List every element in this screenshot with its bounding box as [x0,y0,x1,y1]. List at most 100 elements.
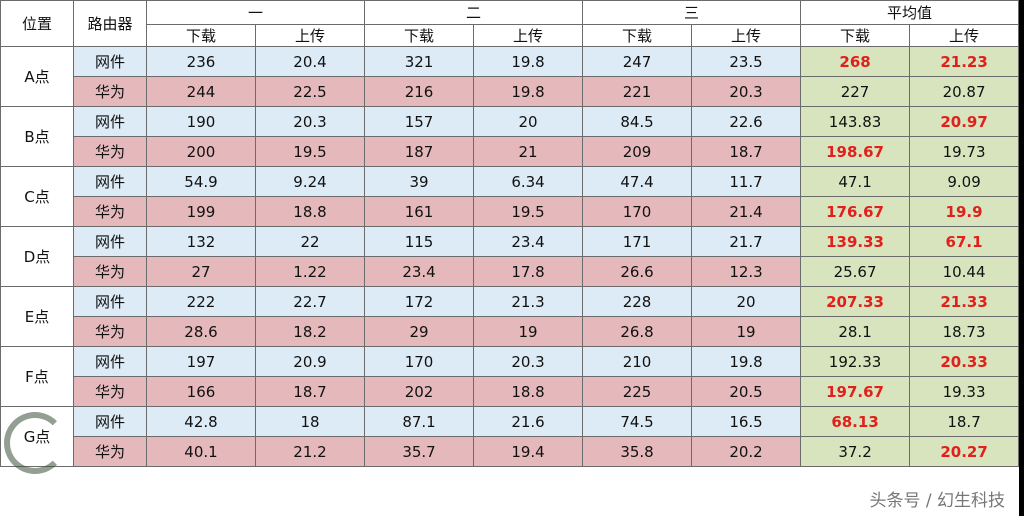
location-cell: F点 [0,346,74,407]
upload-value-cell: 19 [691,316,802,347]
upload-value-cell: 23.4 [473,226,584,257]
download-value-cell: 225 [582,376,693,407]
download-value-cell: 171 [582,226,693,257]
upload-value-cell: 19.5 [473,196,584,227]
table-row: 华为 166 18.7 202 18.8 225 20.5 197.67 19.33 [1,376,1020,407]
download-value-cell: 39 [364,166,475,197]
upload-value-cell: 18.8 [254,196,366,227]
download-value-cell: 54.9 [146,166,256,197]
location-cell: G点 [0,406,74,467]
router-name-cell: 华为 [73,316,147,347]
router-speed-table: 位置 路由器 一 二 三 平均值 下载 上传 下载 上传 下载 上传 下载 上传 A点 网件 23… [0,0,1020,467]
average-download-cell: 47.1 [800,166,911,197]
average-upload-cell: 19.73 [909,136,1020,167]
table-row: 华为 244 22.5 216 19.8 221 20.3 227 20.87 [1,76,1020,107]
header-router: 路由器 [73,0,147,47]
download-value-cell: 222 [146,286,256,317]
router-name-cell: 华为 [73,76,147,107]
average-upload-cell: 20.97 [909,106,1020,137]
subheader-upload: 上传 [254,24,366,47]
average-upload-cell: 20.27 [909,436,1020,467]
table-row: 华为 200 19.5 187 21 209 18.7 198.67 19.73 [1,136,1020,167]
upload-value-cell: 22.5 [254,76,366,107]
subheader-download: 下载 [146,24,256,47]
router-name-cell: 网件 [73,286,147,317]
average-download-cell: 197.67 [800,376,911,407]
average-upload-cell: 10.44 [909,256,1020,287]
table-row: B点 网件 190 20.3 157 20 84.5 22.6 143.83 20.97 [0,106,1020,167]
upload-value-cell: 20.3 [473,346,584,377]
download-value-cell: 197 [146,346,256,377]
average-upload-cell: 20.33 [909,346,1020,377]
location-cell: A点 [0,46,74,107]
upload-value-cell: 19.8 [473,76,584,107]
upload-value-cell: 9.24 [254,166,366,197]
average-download-cell: 176.67 [800,196,911,227]
upload-value-cell: 22.7 [254,286,366,317]
table-row: 华为 40.1 21.2 35.7 19.4 35.8 20.2 37.2 20.27 [1,436,1020,467]
upload-value-cell: 20 [691,286,802,317]
upload-value-cell: 21.2 [254,436,366,467]
upload-value-cell: 20.3 [254,106,366,137]
download-value-cell: 210 [582,346,693,377]
average-download-cell: 192.33 [800,346,911,377]
upload-value-cell: 18.2 [254,316,366,347]
download-value-cell: 170 [582,196,693,227]
download-value-cell: 23.4 [364,256,475,287]
location-cell: E点 [0,286,74,347]
download-value-cell: 172 [364,286,475,317]
header-group-3: 三 [582,0,802,25]
upload-value-cell: 22.6 [691,106,802,137]
download-value-cell: 170 [364,346,475,377]
router-name-cell: 华为 [73,376,147,407]
upload-value-cell: 23.5 [691,46,802,77]
download-value-cell: 87.1 [364,406,475,437]
upload-value-cell: 21 [473,136,584,167]
table-row: A点 网件 236 20.4 321 19.8 247 23.5 268 21.23 [0,46,1020,107]
table-row: 华为 28.6 18.2 29 19 26.8 19 28.1 18.73 [1,316,1020,347]
table-row: G点 网件 42.8 18 87.1 21.6 74.5 16.5 68.13 18.7 [0,406,1020,467]
download-value-cell: 40.1 [146,436,256,467]
header-location: 位置 [0,0,74,47]
average-upload-cell: 21.23 [909,46,1020,77]
average-download-cell: 268 [800,46,911,77]
upload-value-cell: 1.22 [254,256,366,287]
upload-value-cell: 6.34 [473,166,584,197]
upload-value-cell: 18.7 [254,376,366,407]
table-row: E点 网件 222 22.7 172 21.3 228 20 207.33 21.33 [0,286,1020,347]
table-row: 华为 27 1.22 23.4 17.8 26.6 12.3 25.67 10.44 [1,256,1020,287]
upload-value-cell: 21.7 [691,226,802,257]
average-download-cell: 207.33 [800,286,911,317]
download-value-cell: 199 [146,196,256,227]
upload-value-cell: 12.3 [691,256,802,287]
router-name-cell: 网件 [73,226,147,257]
download-value-cell: 187 [364,136,475,167]
upload-value-cell: 19.8 [691,346,802,377]
upload-value-cell: 19.5 [254,136,366,167]
download-value-cell: 157 [364,106,475,137]
average-download-cell: 143.83 [800,106,911,137]
table-row: 华为 199 18.8 161 19.5 170 21.4 176.67 19.9 [1,196,1020,227]
download-value-cell: 47.4 [582,166,693,197]
download-value-cell: 29 [364,316,475,347]
upload-value-cell: 18 [254,406,366,437]
router-name-cell: 华为 [73,436,147,467]
upload-value-cell: 18.8 [473,376,584,407]
download-value-cell: 35.8 [582,436,693,467]
download-value-cell: 28.6 [146,316,256,347]
download-value-cell: 115 [364,226,475,257]
upload-value-cell: 11.7 [691,166,802,197]
download-value-cell: 26.8 [582,316,693,347]
upload-value-cell: 19.4 [473,436,584,467]
download-value-cell: 190 [146,106,256,137]
average-download-cell: 37.2 [800,436,911,467]
download-value-cell: 84.5 [582,106,693,137]
download-value-cell: 247 [582,46,693,77]
average-download-cell: 198.67 [800,136,911,167]
router-name-cell: 网件 [73,46,147,77]
download-value-cell: 166 [146,376,256,407]
table-row: D点 网件 132 22 115 23.4 171 21.7 139.33 67.1 [0,226,1020,287]
router-name-cell: 网件 [73,106,147,137]
upload-value-cell: 20 [473,106,584,137]
header-average: 平均值 [800,0,1020,25]
